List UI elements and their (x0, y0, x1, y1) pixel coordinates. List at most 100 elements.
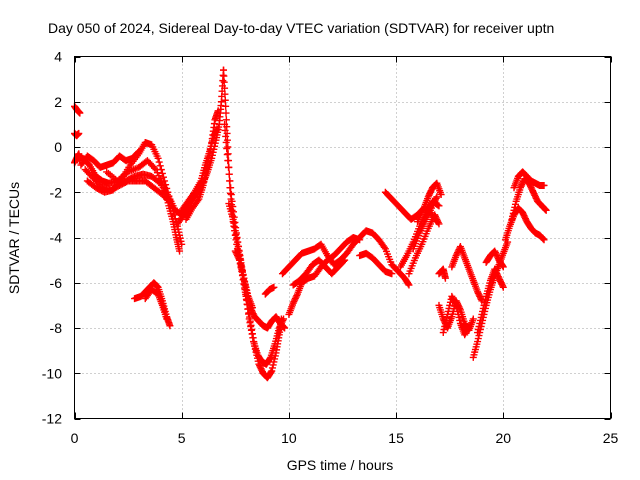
data-point (134, 149, 142, 157)
data-point (234, 242, 242, 250)
data-point (222, 109, 230, 117)
data-point (221, 90, 229, 98)
plot-frame (74, 56, 611, 419)
data-point (541, 205, 549, 213)
data-point (469, 315, 477, 323)
data-point (222, 132, 230, 140)
data-point (542, 206, 550, 214)
data-point (231, 227, 239, 235)
series-pass-ae (435, 265, 449, 282)
data-point (356, 236, 364, 244)
data-point (225, 163, 233, 171)
data-point (266, 355, 274, 363)
y-tick-label: -2 (50, 184, 63, 200)
data-point (280, 315, 288, 323)
data-point (340, 257, 348, 265)
series-pass-ah (482, 247, 507, 271)
data-point (435, 220, 443, 228)
data-point (232, 230, 240, 238)
x-tick-label: 15 (388, 430, 404, 446)
data-point (279, 322, 287, 330)
x-tick-label: 10 (281, 430, 297, 446)
data-point (163, 315, 171, 323)
y-tick-label: 4 (54, 49, 62, 65)
data-point (248, 304, 256, 312)
data-point (441, 274, 449, 282)
data-point (166, 322, 174, 330)
data-point (404, 280, 412, 288)
data-point (499, 283, 507, 291)
data-point (388, 270, 396, 278)
series-pass-u (289, 256, 349, 289)
series-pass-aj (508, 175, 550, 223)
data-point (223, 145, 231, 153)
data-point (156, 162, 164, 170)
data-point (540, 181, 548, 189)
data-point (176, 247, 184, 255)
x-axis-label: GPS time / hours (287, 457, 394, 473)
data-point (380, 243, 388, 251)
chart-title: Day 050 of 2024, Sidereal Day-to-day VTE… (48, 20, 554, 36)
data-point (229, 215, 237, 223)
y-tick-label: -6 (50, 275, 63, 291)
data-point (194, 197, 202, 205)
data-point (213, 125, 221, 133)
x-tick-labels: 0 5 10 15 20 25 (71, 430, 619, 446)
series-pass-v (356, 249, 396, 278)
data-point (437, 191, 445, 199)
series-pass-ai (501, 204, 548, 244)
data-point (222, 138, 230, 146)
data-point (227, 184, 235, 192)
axis-ticks (74, 56, 612, 420)
data-point (245, 315, 253, 323)
data-point (247, 326, 255, 334)
series-pass-o (231, 247, 256, 312)
y-tick-label: -8 (50, 320, 63, 336)
data-point (541, 206, 549, 214)
data-point (464, 323, 472, 331)
data-point (222, 102, 230, 110)
data-point (224, 143, 232, 151)
data-point (222, 116, 230, 124)
data-point (158, 169, 166, 177)
data-point (249, 334, 257, 342)
series-pass-q (141, 286, 171, 323)
series-pass-aa (414, 179, 445, 226)
series-pass-g (77, 148, 143, 171)
x-tick-label: 0 (71, 430, 79, 446)
data-point (233, 238, 241, 246)
data-point (221, 84, 229, 92)
data-point (270, 283, 278, 291)
y-tick-label: -10 (42, 365, 62, 381)
series-pass-z (409, 193, 441, 253)
data-point (221, 126, 229, 134)
series-pass-a (71, 102, 84, 117)
data-point (247, 322, 255, 330)
data-point (153, 282, 161, 290)
data-points (71, 66, 550, 382)
data-point (248, 330, 256, 338)
series-pass-ak (510, 168, 548, 192)
series-pass-h (103, 157, 184, 255)
data-point (231, 223, 239, 231)
data-point (221, 120, 229, 128)
data-point (499, 262, 507, 270)
data-point (434, 218, 442, 226)
y-tick-label: 2 (54, 94, 62, 110)
y-tick-label: -4 (50, 230, 63, 246)
series-pass-ac (439, 292, 473, 339)
data-point (539, 235, 547, 243)
data-point (225, 170, 233, 178)
data-point (75, 129, 83, 137)
data-point (224, 157, 232, 165)
data-point (220, 72, 228, 80)
data-point (76, 109, 84, 117)
x-tick-label: 20 (496, 430, 512, 446)
x-tick-label: 5 (178, 430, 186, 446)
data-point (155, 158, 163, 166)
data-point (267, 368, 275, 376)
data-point (220, 66, 228, 74)
series-pass-ad (448, 243, 486, 305)
series-pass-r (261, 283, 278, 298)
